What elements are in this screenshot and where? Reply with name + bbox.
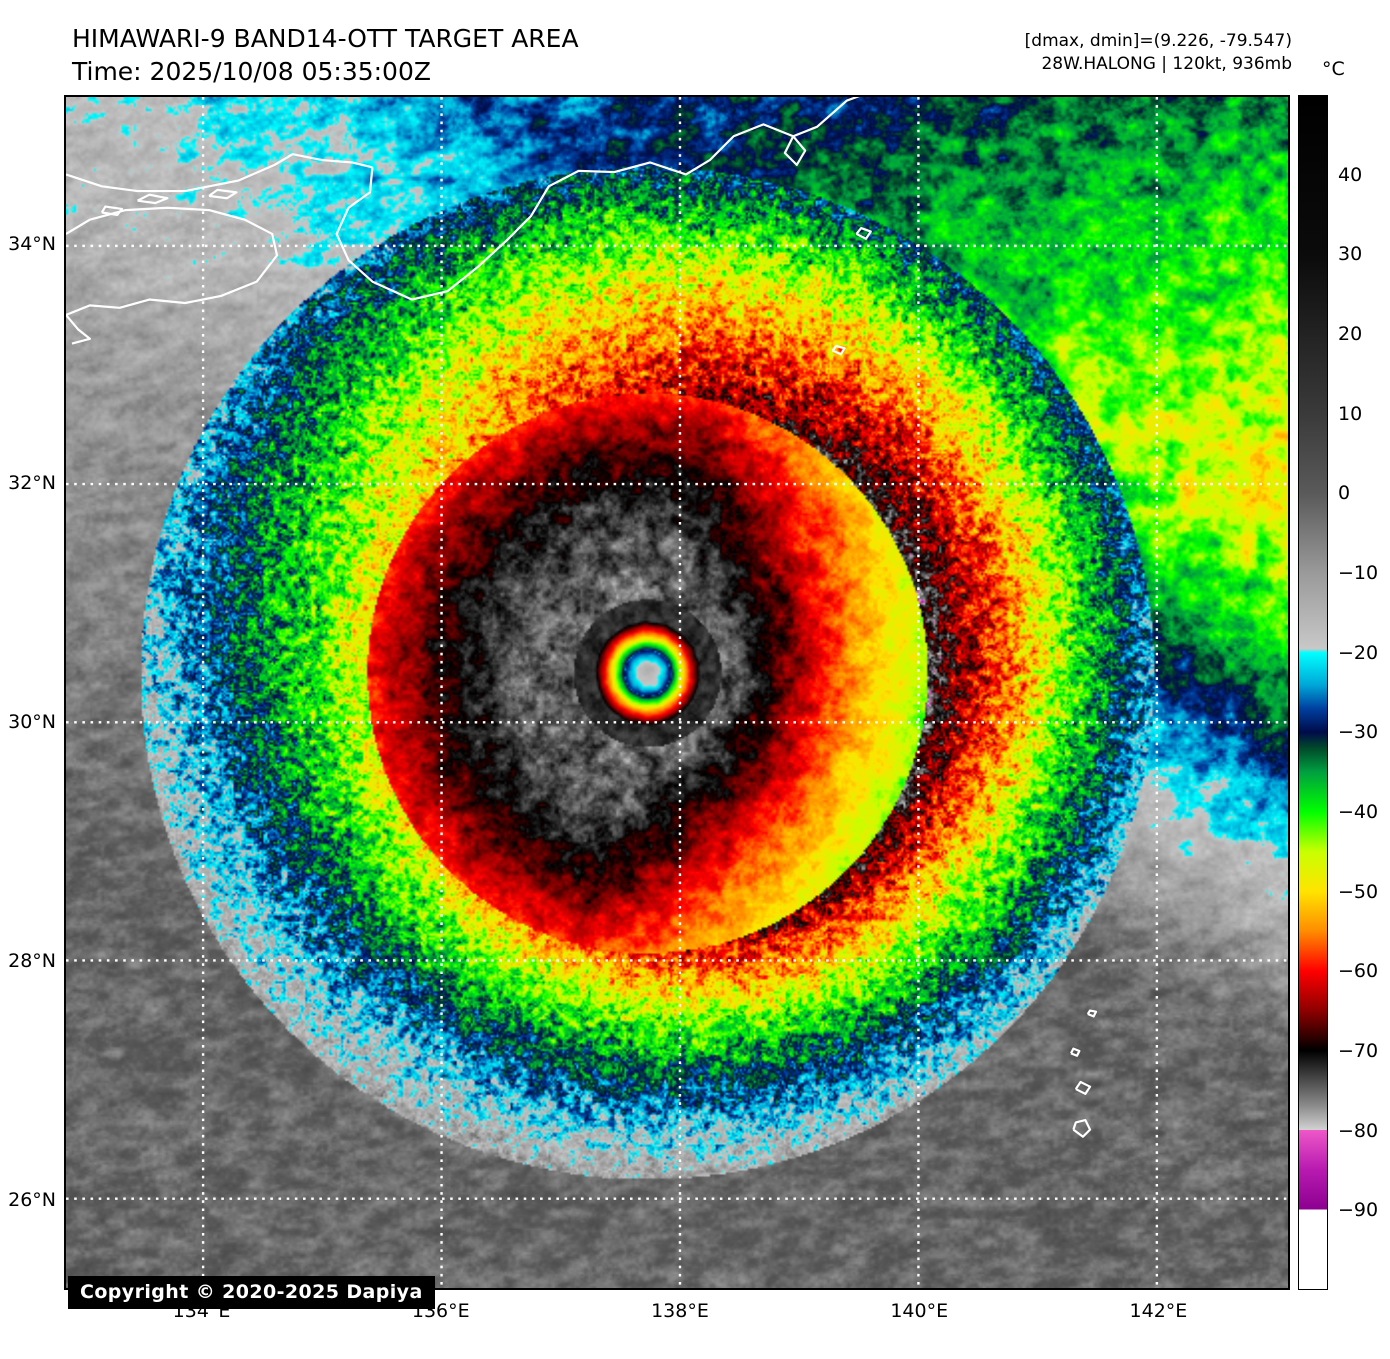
y-axis-tick-1: 32°N bbox=[8, 472, 56, 495]
storm-label: 28W.HALONG | 120kt, 936mb bbox=[1041, 53, 1292, 74]
page-title: HIMAWARI-9 BAND14-OTT TARGET AREA bbox=[72, 24, 579, 53]
colorbar-tick-7: −30 bbox=[1338, 721, 1379, 744]
colorbar-tick-10: −60 bbox=[1338, 960, 1379, 983]
copyright-watermark: Copyright © 2020-2025 Dapiya bbox=[68, 1276, 435, 1309]
dminmax-label: [dmax, dmin]=(9.226, -79.547) bbox=[1024, 31, 1292, 51]
colorbar-tick-0: 40 bbox=[1338, 163, 1363, 186]
colorbar-gradient bbox=[1298, 95, 1328, 1290]
timestamp-label: Time: 2025/10/08 05:35:00Z bbox=[72, 57, 431, 86]
y-axis-tick-2: 30°N bbox=[8, 711, 56, 734]
colorbar-tick-12: −80 bbox=[1338, 1119, 1379, 1142]
colorbar-tick-6: −20 bbox=[1338, 641, 1379, 664]
title-block: HIMAWARI-9 BAND14-OTT TARGET AREA Time: … bbox=[72, 22, 579, 88]
y-axis-tick-3: 28°N bbox=[8, 950, 56, 973]
satellite-imagery-canvas bbox=[66, 97, 1288, 1288]
y-axis-tick-0: 34°N bbox=[8, 233, 56, 256]
colorbar-tick-3: 10 bbox=[1338, 402, 1363, 425]
metadata-block: [dmax, dmin]=(9.226, -79.547) 28W.HALONG… bbox=[1025, 30, 1292, 76]
colorbar-tick-2: 20 bbox=[1338, 323, 1363, 345]
satellite-image-plot[interactable] bbox=[64, 95, 1290, 1290]
colorbar-tick-1: 30 bbox=[1338, 243, 1363, 266]
colorbar-tick-8: −40 bbox=[1338, 801, 1379, 823]
colorbar-tick-11: −70 bbox=[1338, 1040, 1379, 1062]
colorbar-tick-9: −50 bbox=[1338, 880, 1379, 903]
x-axis-tick-3: 140°E bbox=[890, 1300, 949, 1322]
colorbar-tick-5: −10 bbox=[1338, 562, 1379, 584]
y-axis-tick-4: 26°N bbox=[8, 1189, 56, 1212]
colorbar-tick-13: −90 bbox=[1338, 1199, 1379, 1222]
colorbar-tick-4: 0 bbox=[1338, 482, 1351, 505]
x-axis-tick-2: 138°E bbox=[651, 1300, 709, 1322]
colorbar-unit-label: °C bbox=[1322, 58, 1345, 80]
colorbar[interactable]: 40 30 20 10 0 −10 −20 −30 −40 −50 −60 −70 −80 −90 bbox=[1298, 95, 1378, 1290]
x-axis-tick-4: 142°E bbox=[1129, 1300, 1188, 1322]
